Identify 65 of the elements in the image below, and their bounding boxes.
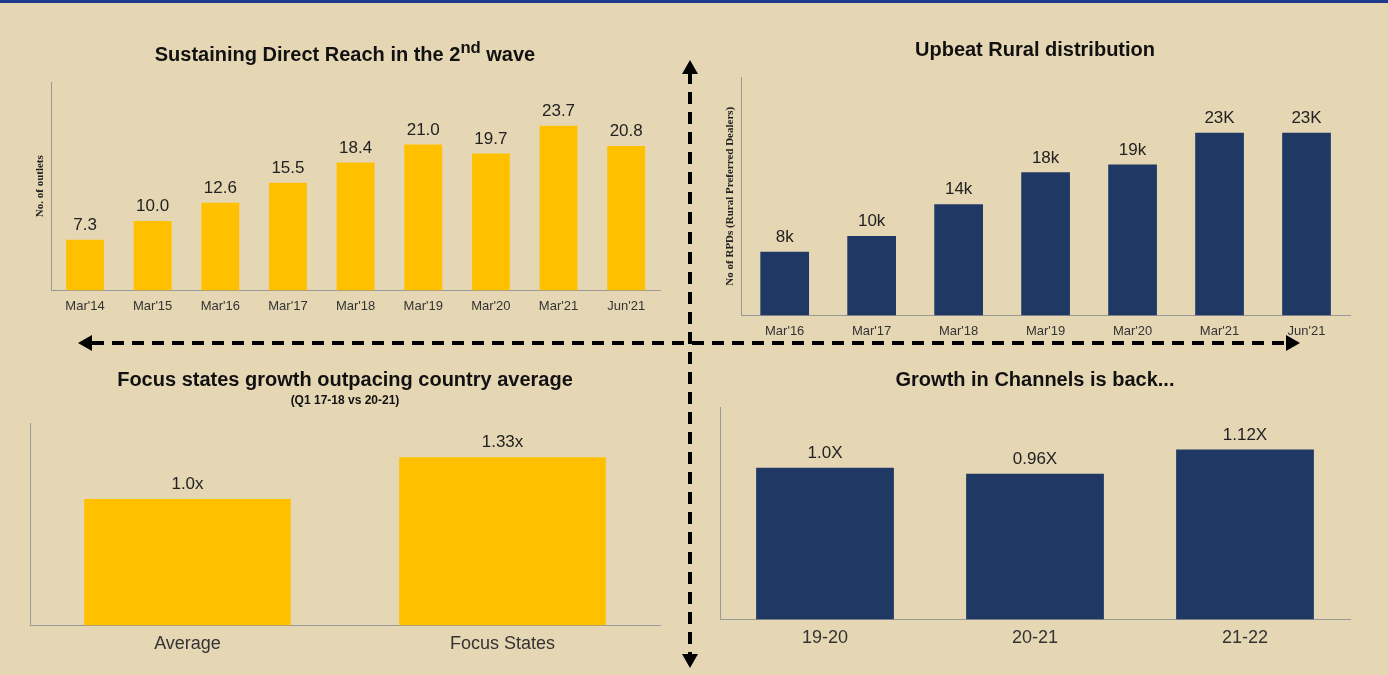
bar [847, 235, 897, 316]
chart-subtitle: (Q1 17-18 vs 20-21) [289, 393, 401, 407]
data-label: 18k [1031, 147, 1060, 167]
bar [201, 202, 240, 291]
data-label: 19k [1118, 139, 1147, 159]
chart-title: Sustaining Direct Reach in the 2$^{nd}$ wave [153, 38, 537, 66]
data-label: 21.0 [406, 119, 440, 139]
chart-title: Upbeat Rural distribution [914, 38, 1156, 61]
data-label: 20.8 [609, 120, 643, 140]
bar [133, 220, 172, 291]
x-tick-label: 21-22 [1221, 627, 1269, 648]
bar [404, 144, 443, 291]
data-label: 18.4 [339, 137, 373, 157]
data-label: 12.6 [203, 177, 237, 197]
x-tick-label: Mar'21 [1199, 322, 1240, 338]
chart-title: Focus states growth outpacing country average [116, 368, 574, 391]
chart-title: Growth in Channels is back... [894, 368, 1176, 391]
data-label: 10.0 [136, 195, 170, 215]
bar [1195, 132, 1244, 316]
data-label: 23K [1204, 107, 1236, 127]
data-label: 0.96X [1012, 448, 1058, 468]
x-tick-label: Mar'17 [268, 297, 308, 313]
x-tick-label: Jun'21 [607, 297, 646, 313]
x-tick-label: Mar'19 [1025, 322, 1066, 338]
data-label: 1.33x [481, 432, 524, 452]
bar [760, 251, 810, 316]
bar [1282, 132, 1331, 316]
x-tick-label: Mar'17 [851, 322, 892, 338]
bar [471, 153, 510, 291]
data-label: 19.7 [474, 128, 508, 148]
x-tick-label: Mar'20 [471, 297, 511, 313]
data-label: 14k [944, 179, 973, 199]
bar [336, 162, 375, 291]
bar [539, 125, 578, 291]
bar [66, 239, 104, 291]
data-label: 8k [775, 227, 795, 247]
x-tick-label: Mar'16 [765, 322, 805, 338]
x-tick-label: Mar'18 [335, 297, 376, 313]
x-tick-label: Jun'21 [1287, 322, 1326, 338]
x-tick-label: Average [154, 633, 221, 654]
data-label: 1.0X [807, 442, 843, 462]
data-label: 15.5 [271, 157, 305, 177]
x-tick-label: Mar'15 [132, 297, 173, 313]
x-tick-label: Mar'21 [538, 297, 579, 313]
data-label: 1.0x [171, 474, 205, 494]
x-tick-label: 20-21 [1011, 627, 1059, 648]
bar [269, 182, 307, 291]
x-tick-label: Focus States [449, 633, 556, 654]
x-tick-label: Mar'16 [200, 297, 240, 313]
bar [607, 145, 646, 291]
x-tick-label: Mar'20 [1112, 322, 1153, 338]
bar [1108, 164, 1157, 316]
data-label: 1.12X [1222, 424, 1268, 444]
x-tick-label: Mar'19 [403, 297, 443, 313]
data-label: 7.3 [73, 214, 97, 234]
data-label: 23.7 [541, 100, 576, 120]
x-tick-label: Mar'14 [65, 297, 105, 313]
y-axis-title: No. of outlets [33, 154, 46, 217]
x-tick-label: 19-20 [801, 627, 849, 648]
data-label: 10k [857, 211, 886, 231]
bar [934, 204, 983, 316]
data-label: 23K [1291, 107, 1323, 127]
y-axis-title: No of RPDs (Rural Preferred Dealers) [723, 106, 737, 286]
bar [1021, 172, 1070, 316]
x-tick-label: Mar'18 [938, 322, 979, 338]
